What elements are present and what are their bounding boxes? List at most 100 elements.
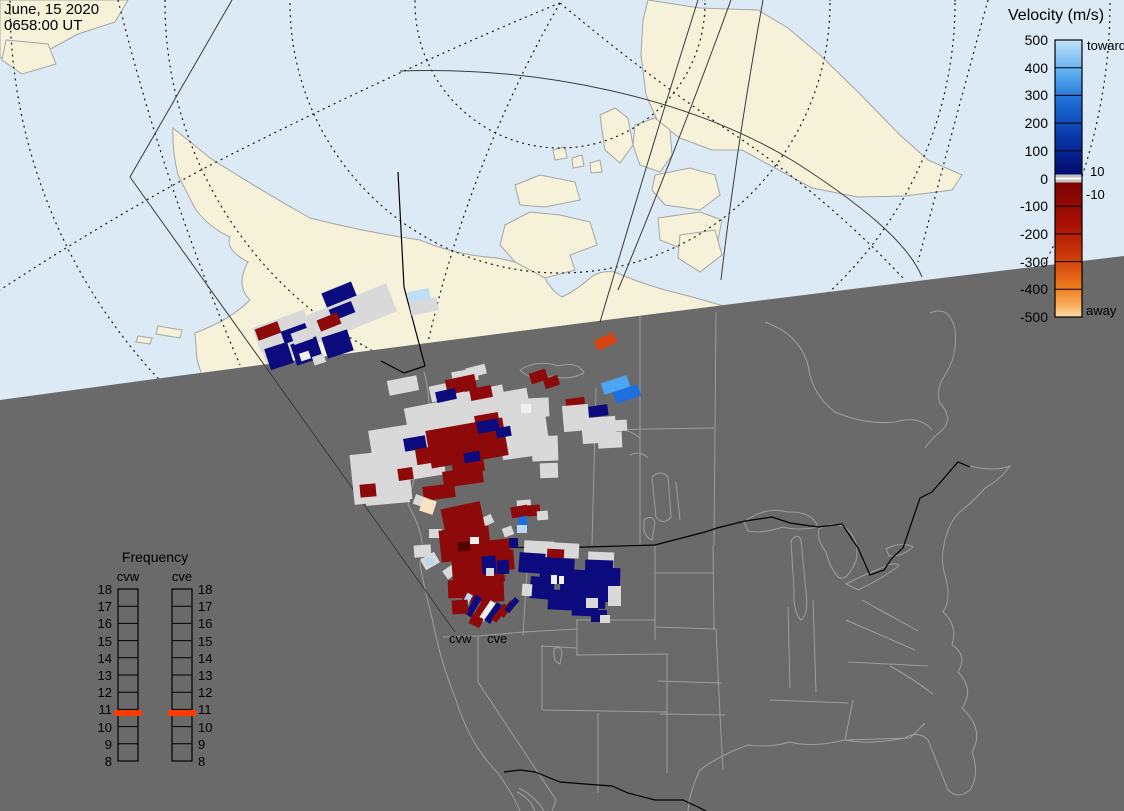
velocity-cell (254, 321, 282, 341)
frequency-scale-label: 10 (198, 719, 213, 735)
coast-atlantic-gulf (687, 464, 1012, 811)
coast-hudson-bay (764, 321, 933, 431)
away-label: away (1086, 303, 1117, 318)
velocity-cell (509, 538, 518, 548)
velocity-cell (407, 287, 431, 304)
frequency-scale-label: 13 (198, 668, 213, 683)
frequency-bar-cve (171, 588, 193, 762)
meridian-3 (427, 2, 561, 343)
velocity-cell (531, 435, 559, 462)
frequency-scale-label: 9 (198, 736, 206, 752)
map-radar-label-cvw: cvw (449, 631, 472, 646)
frequency-scale-label: 13 (97, 668, 112, 683)
velocity-cell (597, 431, 623, 449)
lake-erie (844, 563, 900, 591)
velocity-cell (316, 312, 342, 332)
velocity-cell (463, 450, 481, 464)
velocity-cell (290, 326, 314, 346)
frequency-scale-label: 16 (97, 616, 112, 632)
fov-edge-c (617, 0, 732, 291)
velocity-cell (542, 374, 561, 390)
velocity-tick-label: -500 (1019, 309, 1048, 325)
velocity-tick-label: 200 (1024, 115, 1048, 132)
velocity-cell (321, 329, 354, 359)
frequency-scale-label: 15 (198, 633, 213, 649)
velocity-cell (521, 404, 531, 413)
land-island-a (599, 107, 634, 164)
latitude-circle-85 (414, 0, 706, 149)
velocity-cell (518, 516, 527, 525)
frequency-scale-label: 18 (97, 582, 112, 597)
frequency-scale-label: 12 (97, 685, 112, 701)
frequency-scale-label: 9 (104, 736, 112, 752)
velocity-cell (419, 497, 437, 515)
velocity-cell (521, 583, 533, 597)
frequency-legend-title: Frequency (121, 549, 189, 565)
threshold-pos-label: 10 (1090, 164, 1105, 179)
velocity-cell (457, 541, 471, 552)
velocity-cell (403, 435, 427, 452)
velocity-cell (501, 525, 515, 538)
meridian-1 (117, 0, 241, 366)
velocity-tick-label: 500 (1024, 32, 1048, 48)
velocity-cell (429, 529, 442, 538)
velocity-cell (539, 462, 559, 479)
land-islet-2 (571, 154, 585, 169)
fov-far-arc (399, 70, 923, 278)
velocity-cell (496, 559, 510, 575)
velocity-cell (608, 586, 621, 606)
colorbar-outline (1054, 39, 1083, 318)
colorbar-separators (1055, 67, 1082, 290)
frequency-scale-label: 17 (198, 599, 213, 615)
latitude-circle-80 (289, 0, 831, 274)
velocity-colorbar (1054, 39, 1083, 318)
meridian-4 (559, 2, 904, 279)
velocity-cell (442, 466, 484, 488)
frequency-scale-label: 16 (198, 616, 213, 632)
velocity-cell (468, 613, 484, 629)
velocity-cell (342, 284, 393, 324)
velocity-cell (299, 350, 311, 362)
velocity-cell (469, 385, 493, 401)
frequency-scale-label: 8 (198, 754, 206, 769)
fov-edge-a (720, 0, 764, 281)
frequency-bar-cvw (117, 588, 139, 762)
velocity-cell (311, 353, 327, 366)
velocity-tick-label: -200 (1019, 225, 1048, 242)
velocity-cell (593, 332, 618, 351)
velocity-cell (611, 419, 628, 432)
velocity-cell (600, 615, 610, 623)
velocity-cell (426, 558, 434, 565)
frequency-scale-label: 17 (97, 599, 112, 615)
threshold-neg-label: -10 (1086, 187, 1105, 202)
timestamp: June, 15 2020 0658:00 UT (4, 2, 99, 34)
velocity-cell (504, 596, 520, 614)
frequency-marker-cvw (114, 710, 142, 716)
velocity-tick-label: 100 (1024, 142, 1048, 159)
lake-winnipeg (643, 472, 681, 541)
land-alaska-peninsula-island2 (135, 335, 153, 345)
night-hemisphere (0, 256, 1124, 811)
fov-edge-west (129, 0, 456, 633)
velocity-cell (435, 388, 457, 403)
state-borders (442, 544, 934, 811)
velocity-cell (517, 424, 533, 437)
frequency-scale-label: 8 (104, 754, 112, 769)
velocity-cell (559, 576, 564, 584)
frequency-radar-cve-label: cve (171, 569, 193, 584)
coast-baja (516, 787, 545, 811)
frequency-scale-label: 18 (198, 582, 213, 597)
frequency-scale-label: 14 (97, 650, 112, 666)
velocity-cell (547, 589, 579, 611)
timestamp-time: 0658:00 UT (4, 17, 83, 34)
coast-james-bay (924, 310, 956, 449)
velocity-legend-title: Velocity (m/s) (1008, 7, 1105, 24)
frequency-scale-label: 10 (97, 719, 112, 735)
lake-huron (817, 523, 858, 579)
magnetic-graticule (0, 0, 1111, 400)
timestamp-date: June, 15 2020 (4, 1, 100, 18)
velocity-data-cells (252, 281, 642, 629)
land-victoria-island (499, 211, 598, 279)
velocity-tick-label: -100 (1019, 198, 1048, 215)
